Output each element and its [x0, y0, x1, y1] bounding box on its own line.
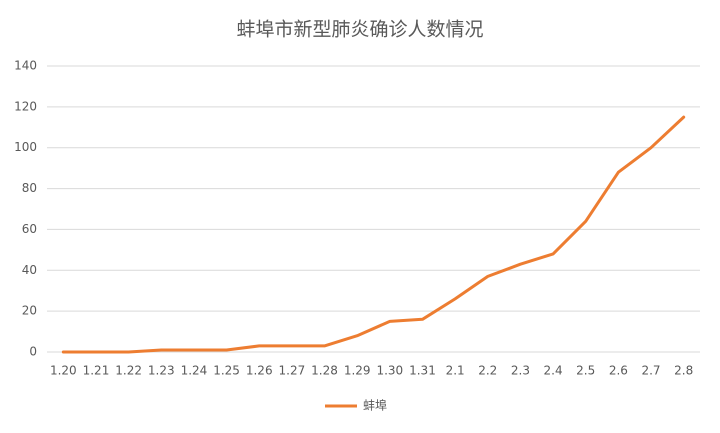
y-tick-label: 100 — [14, 140, 37, 154]
data-line — [61, 115, 686, 354]
x-tick-label: 1.25 — [213, 364, 240, 378]
x-tick-label: 2.2 — [478, 364, 497, 378]
x-tick-label: 2.1 — [446, 364, 465, 378]
y-tick-label: 40 — [22, 263, 37, 277]
x-tick-label: 2.8 — [674, 364, 693, 378]
x-tick-label: 1.28 — [311, 364, 338, 378]
x-tick-label: 1.20 — [50, 364, 77, 378]
x-tick-label: 1.23 — [148, 364, 175, 378]
x-tick-label: 2.3 — [511, 364, 530, 378]
y-tick-label: 80 — [22, 181, 37, 195]
x-tick-label: 1.27 — [279, 364, 306, 378]
x-tick-label: 1.21 — [83, 364, 110, 378]
chart-title: 蚌埠市新型肺炎确诊人数情况 — [236, 19, 483, 41]
x-tick-label: 1.22 — [115, 364, 142, 378]
x-tick-label: 1.31 — [409, 364, 436, 378]
x-tick-label: 2.5 — [576, 364, 595, 378]
x-tick-label: 1.26 — [246, 364, 273, 378]
x-tick-label: 1.29 — [344, 364, 371, 378]
y-tick-label: 0 — [29, 345, 37, 359]
y-tick-label: 120 — [14, 99, 37, 113]
y-tick-label: 20 — [22, 304, 37, 318]
x-tick-label: 1.30 — [376, 364, 403, 378]
legend-label: 蚌埠 — [363, 399, 387, 413]
x-tick-label: 2.6 — [609, 364, 628, 378]
y-tick-label: 140 — [14, 59, 37, 73]
x-tick-label: 2.4 — [544, 364, 563, 378]
y-tick-label: 60 — [22, 222, 37, 236]
x-tick-label: 2.7 — [641, 364, 660, 378]
x-tick-label: 1.24 — [181, 364, 208, 378]
